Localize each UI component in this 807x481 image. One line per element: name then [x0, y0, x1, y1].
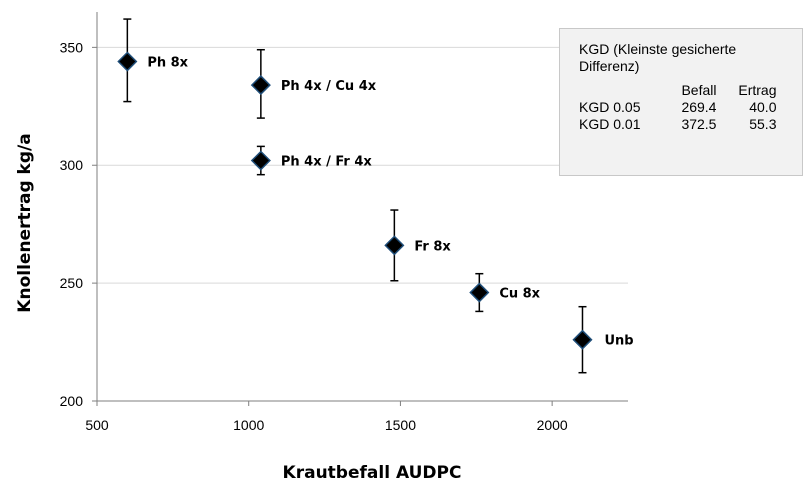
kgd-row-name: KGD 0.05 — [579, 99, 641, 115]
kgd-title: KGD (Kleinste gesicherte Differenz) — [579, 41, 737, 74]
axes — [92, 12, 628, 406]
kgd-table: Befall Ertrag KGD 0.05 269.4 40.0 KGD 0.… — [579, 82, 776, 133]
kgd-row-ertrag: 55.3 — [749, 116, 777, 132]
kgd-header-empty — [579, 82, 652, 99]
gridlines — [97, 46, 628, 284]
kgd-row: KGD 0.01 372.5 55.3 — [579, 116, 776, 133]
data-point — [250, 75, 271, 96]
kgd-legend-box: KGD (Kleinste gesicherte Differenz) Befa… — [559, 28, 803, 176]
kgd-header-befall: Befall — [681, 82, 717, 98]
data-point — [384, 235, 405, 256]
kgd-row: KGD 0.05 269.4 40.0 — [579, 99, 776, 116]
y-axis-title: Knollenertrag kg/a — [15, 133, 35, 312]
point-label: Fr 8x — [414, 239, 451, 254]
y-tick-label: 350 — [60, 39, 84, 55]
kgd-row-ertrag: 40.0 — [749, 99, 777, 115]
y-tick-label: 200 — [60, 393, 84, 409]
y-tick-label: 300 — [60, 157, 84, 173]
data-point — [469, 282, 490, 303]
kgd-row-befall: 372.5 — [681, 116, 717, 132]
x-tick-label: 1000 — [233, 417, 264, 433]
x-tick-label: 1500 — [385, 417, 416, 433]
data-point — [250, 150, 271, 171]
y-tick-label: 250 — [60, 275, 84, 291]
x-tick-label: 500 — [85, 417, 109, 433]
kgd-row-name: KGD 0.01 — [579, 116, 641, 132]
point-label: Ph 4x / Cu 4x — [281, 79, 377, 94]
kgd-header-row: Befall Ertrag — [579, 82, 776, 99]
data-point — [117, 51, 138, 72]
data-points: Ph 8x Ph 4x / Cu 4x Ph 4x / Fr 4x Fr 8x Cu 8… — [117, 18, 634, 374]
point-label: Unb — [604, 334, 633, 349]
point-label: Cu 8x — [499, 287, 540, 302]
kgd-header-ertrag: Ertrag — [738, 82, 777, 98]
point-label: Ph 4x / Fr 4x — [281, 155, 373, 170]
x-axis-title: Krautbefall AUDPC — [283, 463, 462, 481]
tick-labels: 200 250 300 350 500 1000 1500 2000 — [60, 39, 568, 433]
point-label: Ph 8x — [147, 56, 188, 71]
x-tick-label: 2000 — [537, 417, 568, 433]
data-point — [572, 329, 593, 350]
kgd-row-befall: 269.4 — [681, 99, 717, 115]
